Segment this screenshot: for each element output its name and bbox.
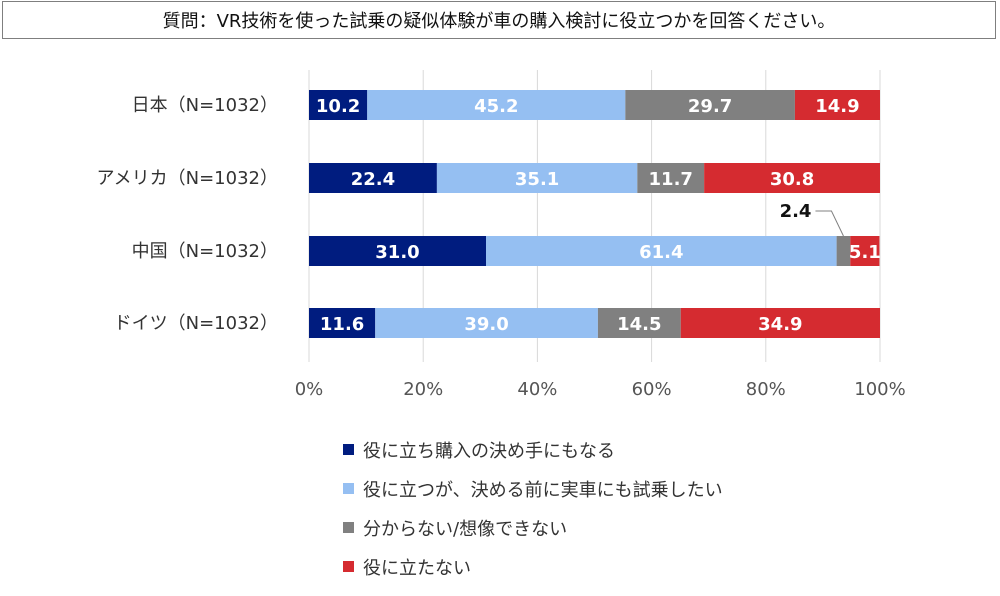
legend-swatch [343, 522, 354, 533]
category-labels: 日本（N=1032） アメリカ（N=1032） 中国（N=1032） ドイツ（N=10… [97, 95, 278, 334]
stacked-bar-chart: 10.2 45.2 29.7 14.9 22.4 35.1 11.7 30.8 31.0 61.4… [97, 70, 906, 400]
x-tick-label: 80% [746, 379, 786, 400]
x-tick-label: 40% [517, 379, 557, 400]
x-tick-label: 20% [403, 379, 443, 400]
legend-swatch [343, 483, 354, 494]
data-label: 35.1 [515, 169, 559, 190]
bars: 10.2 45.2 29.7 14.9 22.4 35.1 11.7 30.8 31.0 61.4… [309, 90, 881, 338]
data-label: 31.0 [375, 242, 419, 263]
bar-segment [625, 90, 795, 120]
bar-segment [680, 308, 880, 338]
legend-item: 役に立つが、決める前に実車にも試乗したい [343, 469, 723, 508]
legend-label: 役に立ち購入の決め手にもなる [363, 440, 615, 462]
category-label: アメリカ（N=1032） [97, 168, 278, 189]
callouts: 2.4 [780, 201, 844, 237]
x-tick-label: 100% [854, 379, 905, 400]
category-label: 日本（N=1032） [132, 95, 278, 116]
data-label: 2.4 [780, 201, 812, 222]
data-label: 14.9 [815, 96, 859, 117]
data-label: 61.4 [639, 242, 683, 263]
legend-swatch [343, 444, 354, 455]
bar-segment [309, 308, 376, 338]
bar-segment [375, 308, 598, 338]
data-label: 22.4 [351, 169, 395, 190]
x-tick-label: 60% [632, 379, 672, 400]
bar-segment [704, 163, 880, 193]
data-label: 5.1 [849, 242, 881, 263]
legend: 役に立ち購入の決め手にもなる 役に立つが、決める前に実車にも試乗したい 分からな… [343, 430, 723, 586]
data-label: 30.8 [770, 169, 814, 190]
data-label: 11.7 [649, 169, 693, 190]
bar-segment [309, 163, 437, 193]
category-label: ドイツ（N=1032） [114, 313, 278, 334]
legend-label: 役に立たない [363, 557, 471, 579]
category-label: 中国（N=1032） [132, 241, 278, 262]
legend-item: 役に立ち購入の決め手にもなる [343, 430, 723, 469]
legend-swatch [343, 561, 354, 572]
x-tick-label: 0% [295, 379, 324, 400]
data-label: 39.0 [464, 314, 508, 335]
legend-label: 役に立つが、決める前に実車にも試乗したい [363, 479, 723, 501]
legend-item: 役に立たない [343, 547, 723, 586]
data-label: 34.9 [758, 314, 802, 335]
bar-segment [597, 308, 681, 338]
bar-segment [836, 236, 851, 266]
bar-segment [794, 90, 880, 120]
legend-label: 分からない/想像できない [363, 518, 568, 540]
question-box: 質問：VR技術を使った試乗の疑似体験が車の購入検討に役立つかを回答ください。 [2, 1, 996, 39]
bar-segment [637, 163, 705, 193]
callout-line [815, 210, 844, 237]
data-label: 11.6 [320, 314, 364, 335]
bar-segment [367, 90, 626, 120]
bar-segment [436, 163, 638, 193]
data-label: 29.7 [688, 96, 732, 117]
bar-segment [486, 236, 837, 266]
data-label: 45.2 [474, 96, 518, 117]
question-text: 質問：VR技術を使った試乗の疑似体験が車の購入検討に役立つかを回答ください。 [162, 11, 836, 32]
bar-segment [850, 236, 880, 266]
legend-item: 分からない/想像できない [343, 508, 723, 547]
data-label: 10.2 [316, 96, 360, 117]
bar-segment [309, 236, 487, 266]
tick-labels: 0% 20% 40% 60% 80% 100% [295, 379, 906, 400]
bar-segment [309, 90, 368, 120]
data-label: 14.5 [617, 314, 661, 335]
